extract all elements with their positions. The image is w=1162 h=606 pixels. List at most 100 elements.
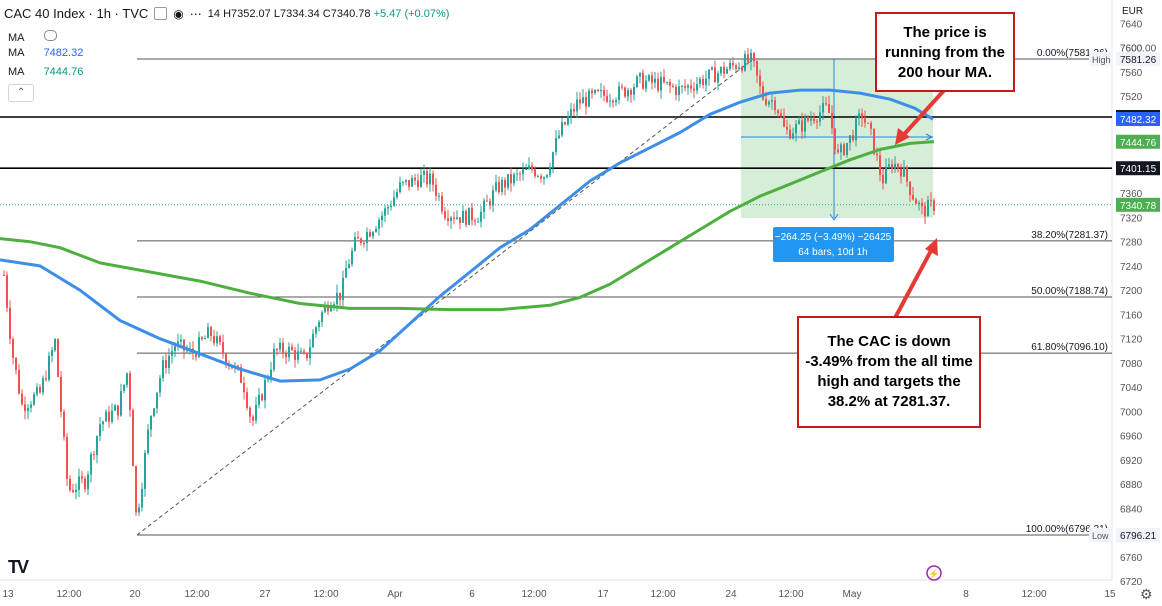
candle-body — [513, 174, 515, 184]
candle-body — [279, 342, 281, 350]
y-tick-label: 7360 — [1120, 189, 1143, 200]
candle-body — [144, 452, 146, 489]
candle-body — [276, 349, 278, 351]
fib-level-label: 0.00%(7581.26) — [1037, 48, 1108, 59]
y-tick-label: 6920 — [1120, 456, 1143, 467]
more-icon[interactable]: ⋯ — [189, 6, 202, 21]
candle-body — [42, 378, 44, 393]
candle-body — [18, 369, 20, 394]
callout-bottom-text: The CAC is down -3.49% from the all time… — [805, 333, 973, 410]
measure-arrow — [829, 213, 839, 221]
x-tick-label: 12:00 — [650, 589, 675, 600]
candle-body — [210, 327, 212, 337]
candle-body — [123, 384, 125, 391]
price-tag-side-label: High — [1092, 55, 1111, 65]
candle-body — [108, 411, 110, 422]
candle-body — [186, 350, 188, 352]
candle-body — [852, 135, 854, 141]
candle-body — [795, 124, 797, 134]
tradingview-logo[interactable]: TV — [8, 557, 29, 577]
candle-body — [657, 78, 659, 91]
arrow-head-icon — [925, 238, 938, 256]
candle-body — [618, 86, 620, 101]
candle-body — [612, 100, 614, 103]
y-tick-label: 7000 — [1120, 407, 1143, 418]
candle-body — [666, 81, 668, 83]
candle-body — [789, 129, 791, 139]
x-tick-label: 12:00 — [184, 589, 209, 600]
candle-body — [39, 387, 41, 393]
candle-body — [885, 166, 887, 184]
candle-body — [126, 373, 128, 385]
candle-body — [492, 190, 494, 206]
candle-body — [117, 405, 119, 416]
candle-body — [489, 200, 491, 206]
candle-body — [180, 339, 182, 342]
candle-body — [783, 116, 785, 127]
candle-body — [345, 268, 347, 278]
candle-body — [462, 210, 464, 223]
x-tick-label: 12:00 — [778, 589, 803, 600]
candle-body — [303, 351, 305, 353]
trendline — [136, 59, 753, 536]
candle-body — [348, 264, 350, 269]
candle-body — [177, 341, 179, 347]
indicator-ma-3[interactable]: MA 7444.76 — [8, 66, 83, 78]
candle-body — [777, 110, 779, 114]
price-tag-bg — [1116, 134, 1160, 149]
candle-body — [306, 352, 308, 359]
settings-icon[interactable] — [154, 7, 168, 20]
candle-body — [459, 217, 461, 223]
currency-label[interactable]: EUR — [1122, 6, 1144, 17]
y-tick-label: 7160 — [1120, 310, 1143, 321]
candle-body — [930, 199, 932, 201]
indicator-ma-1[interactable]: MA — [8, 30, 57, 44]
x-tick-label: 13 — [2, 589, 14, 600]
x-tick-label: 12:00 — [313, 589, 338, 600]
indicator-value: 7444.76 — [43, 66, 84, 78]
y-tick-label: 7040 — [1120, 383, 1143, 394]
indicator-ma-2[interactable]: MA 7482.32 — [8, 47, 83, 59]
candle-body — [246, 392, 248, 408]
candle-body — [30, 404, 32, 408]
candle-body — [504, 179, 506, 188]
candle-body — [882, 175, 884, 184]
candle-body — [63, 411, 65, 437]
candle-body — [816, 121, 818, 123]
candle-body — [3, 275, 5, 277]
candle-body — [603, 89, 605, 96]
candle-body — [120, 390, 122, 416]
candle-body — [324, 305, 326, 313]
candle-body — [654, 78, 656, 83]
candle-body — [171, 351, 173, 356]
candle-body — [801, 120, 803, 132]
price-tag: 6796.21 Low — [1089, 528, 1160, 542]
candle-body — [642, 72, 644, 89]
candle-body — [564, 122, 566, 125]
ohlc-high: H7352.07 — [223, 7, 271, 20]
eye-icon[interactable]: ◉ — [173, 6, 184, 21]
candle-body — [222, 342, 224, 354]
candle-body — [480, 211, 482, 222]
y-tick-label: 7080 — [1120, 359, 1143, 370]
candle-body — [633, 87, 635, 95]
eye-off-icon[interactable] — [43, 30, 57, 41]
candle-body — [687, 85, 689, 88]
candle-body — [807, 116, 809, 121]
candle-body — [873, 128, 875, 154]
candle-body — [693, 88, 695, 91]
candle-body — [312, 333, 314, 348]
candle-body — [402, 181, 404, 183]
symbol-title[interactable]: CAC 40 Index · 1h · TVC — [4, 6, 149, 21]
x-tick-label: 27 — [259, 589, 271, 600]
candle-body — [213, 336, 215, 344]
gear-icon[interactable]: ⚙ — [1140, 586, 1153, 602]
candle-body — [651, 75, 653, 83]
candle-body — [339, 292, 341, 300]
collapse-indicators-button[interactable]: ⌃ — [8, 84, 34, 102]
price-tag: 7401.15 — [1116, 161, 1160, 176]
x-tick-label: Apr — [387, 589, 403, 600]
candle-body — [261, 394, 263, 401]
candle-body — [375, 228, 377, 232]
